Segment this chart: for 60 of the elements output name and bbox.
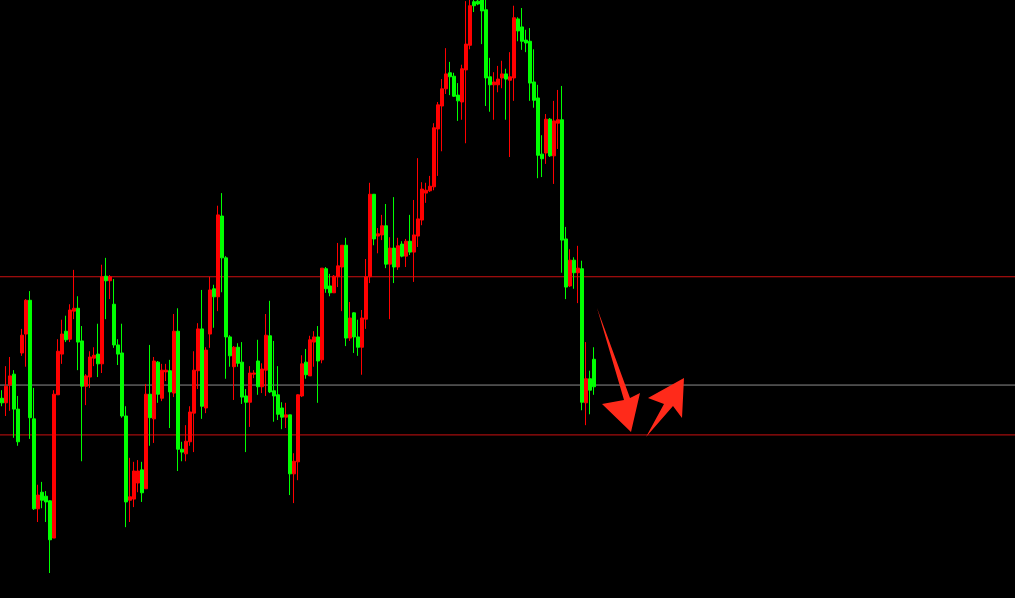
candlestick [216, 205, 220, 312]
candlestick [308, 335, 312, 377]
candlestick [172, 313, 176, 398]
candlestick [584, 341, 588, 426]
candlestick [520, 7, 524, 51]
candlestick [400, 240, 404, 258]
candlestick [232, 345, 236, 401]
candlestick [156, 360, 160, 404]
candlestick [572, 256, 576, 290]
candlestick [36, 484, 40, 523]
candlestick [200, 289, 204, 420]
candlestick [8, 356, 12, 412]
candlestick [396, 237, 400, 271]
candlestick [504, 68, 508, 121]
candlestick [148, 344, 152, 447]
candlestick [288, 414, 292, 496]
candlestick [284, 402, 288, 429]
candlestick [168, 359, 172, 429]
candlestick [404, 238, 408, 268]
candlestick [152, 356, 156, 444]
candlestick [160, 363, 164, 402]
candlestick [340, 244, 344, 312]
candlestick [372, 193, 376, 246]
candlestick [104, 257, 108, 320]
candlestick [212, 284, 216, 329]
candlestick [256, 339, 260, 396]
candlestick [128, 457, 132, 523]
candlestick [464, 0, 468, 144]
candlestick [324, 266, 328, 294]
candlestick [208, 276, 212, 349]
candlestick [348, 301, 352, 342]
candlestick [392, 196, 396, 284]
candlestick [388, 236, 392, 320]
candlestick [544, 113, 548, 165]
candlestick [448, 61, 452, 96]
candlestick [204, 346, 208, 414]
candlestick [248, 365, 252, 428]
candlestick [140, 461, 144, 503]
candlestick [320, 267, 324, 364]
candlestick [304, 348, 308, 380]
candlestick [344, 237, 348, 347]
candlestick [500, 60, 504, 89]
candlestick [100, 264, 104, 374]
candlestick [472, 0, 476, 13]
candlestick [384, 203, 388, 269]
candlestick [568, 248, 572, 288]
candlestick [352, 311, 356, 354]
candlestick [548, 117, 552, 158]
candlestick [24, 298, 28, 368]
candlestick [96, 323, 100, 378]
candlestick [408, 214, 412, 256]
candlestick [580, 260, 584, 411]
candlestick [576, 245, 580, 304]
candlestick [316, 325, 320, 404]
candlestick [0, 389, 4, 407]
candlestick [144, 383, 148, 490]
candlestick [108, 274, 112, 300]
candlestick [64, 315, 68, 343]
candlestick [264, 313, 268, 397]
candlestick [176, 307, 180, 472]
